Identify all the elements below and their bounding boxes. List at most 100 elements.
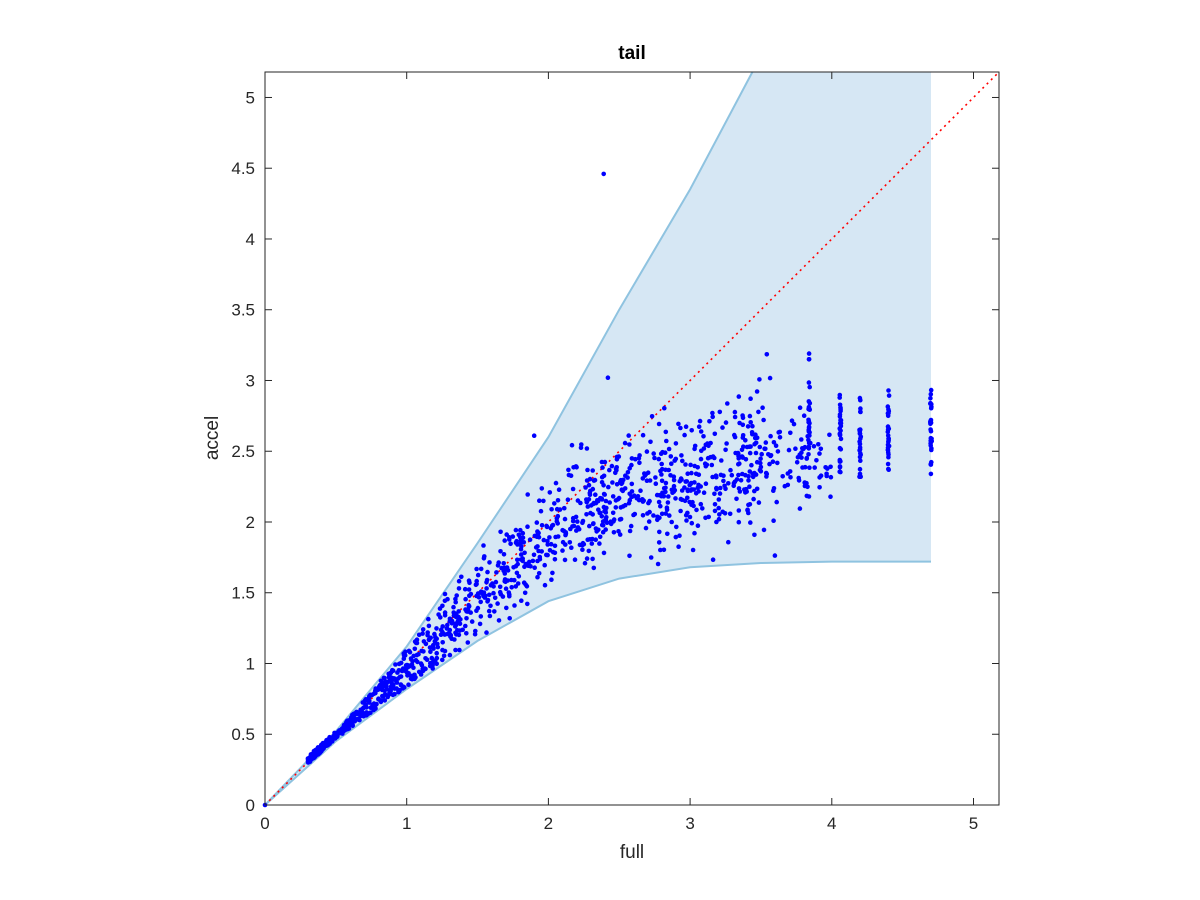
data-point bbox=[817, 451, 822, 456]
data-point bbox=[708, 454, 713, 460]
data-point bbox=[827, 432, 832, 438]
data-point bbox=[752, 488, 757, 494]
data-point bbox=[613, 505, 619, 510]
data-point bbox=[703, 463, 709, 469]
data-point bbox=[454, 632, 459, 637]
data-point bbox=[586, 497, 592, 502]
data-point bbox=[857, 431, 863, 437]
data-point bbox=[413, 658, 419, 663]
data-point bbox=[580, 547, 585, 552]
data-point bbox=[695, 485, 700, 491]
data-point bbox=[456, 586, 462, 591]
data-point bbox=[763, 440, 769, 445]
data-point bbox=[424, 657, 430, 662]
data-point bbox=[466, 587, 472, 592]
data-point bbox=[580, 542, 585, 548]
data-point bbox=[718, 472, 724, 478]
data-point bbox=[837, 414, 843, 419]
data-point bbox=[740, 471, 745, 477]
data-point bbox=[498, 549, 503, 554]
data-point bbox=[473, 628, 478, 634]
data-point bbox=[591, 521, 596, 526]
data-point bbox=[723, 420, 729, 425]
chart-title: tail bbox=[618, 43, 645, 64]
data-point bbox=[442, 613, 448, 618]
data-point bbox=[775, 460, 780, 466]
data-point bbox=[430, 666, 436, 671]
data-point bbox=[507, 616, 512, 621]
data-point bbox=[393, 662, 398, 667]
data-point bbox=[582, 560, 588, 566]
data-point bbox=[456, 609, 462, 614]
data-point bbox=[568, 526, 573, 532]
data-point bbox=[416, 632, 422, 638]
data-point bbox=[453, 596, 458, 602]
data-point bbox=[649, 414, 655, 419]
data-point bbox=[750, 474, 756, 480]
data-point bbox=[396, 668, 402, 673]
data-point bbox=[814, 458, 819, 463]
data-point bbox=[712, 491, 717, 497]
data-point bbox=[432, 631, 437, 637]
data-point bbox=[739, 447, 745, 453]
data-point bbox=[663, 485, 668, 491]
data-point bbox=[660, 449, 665, 455]
data-point bbox=[312, 752, 318, 758]
data-point bbox=[590, 468, 595, 473]
data-point bbox=[808, 440, 813, 446]
data-point bbox=[552, 501, 557, 506]
data-point bbox=[716, 497, 722, 502]
data-point bbox=[757, 444, 763, 450]
data-point bbox=[764, 352, 770, 357]
data-point bbox=[500, 594, 506, 599]
data-point bbox=[606, 484, 611, 490]
data-point bbox=[762, 446, 767, 452]
data-point bbox=[550, 570, 555, 576]
data-point bbox=[618, 505, 624, 510]
data-point bbox=[391, 682, 396, 688]
data-point bbox=[552, 543, 558, 549]
data-point bbox=[453, 622, 459, 628]
data-point bbox=[539, 486, 545, 491]
data-point bbox=[352, 711, 358, 717]
data-point bbox=[736, 508, 742, 513]
data-point bbox=[754, 389, 760, 394]
data-point bbox=[325, 742, 331, 748]
data-point bbox=[514, 538, 519, 544]
data-point bbox=[478, 599, 484, 605]
data-point bbox=[544, 524, 550, 530]
data-point bbox=[793, 446, 798, 452]
data-point bbox=[720, 425, 725, 430]
data-point bbox=[799, 437, 804, 442]
data-point bbox=[454, 593, 460, 598]
data-point bbox=[714, 486, 719, 492]
data-point bbox=[522, 590, 528, 596]
data-point bbox=[515, 581, 521, 586]
data-point bbox=[689, 520, 695, 526]
data-point bbox=[538, 508, 544, 514]
data-point bbox=[646, 500, 651, 506]
data-point bbox=[807, 400, 813, 406]
data-point bbox=[757, 377, 762, 382]
data-point bbox=[587, 476, 593, 482]
data-point bbox=[712, 508, 718, 514]
data-point bbox=[680, 458, 685, 464]
data-point bbox=[475, 572, 481, 578]
data-point bbox=[758, 456, 763, 462]
y-tick-label: 3 bbox=[246, 371, 255, 390]
data-point bbox=[375, 687, 381, 693]
data-point bbox=[414, 652, 420, 658]
data-point bbox=[545, 538, 550, 544]
data-point bbox=[497, 589, 503, 595]
data-point bbox=[663, 480, 669, 486]
data-point bbox=[388, 691, 393, 697]
data-point bbox=[732, 409, 738, 415]
data-point bbox=[886, 393, 892, 398]
data-point bbox=[342, 722, 348, 728]
data-point bbox=[648, 555, 654, 560]
x-tick-label: 5 bbox=[969, 814, 978, 833]
data-point bbox=[456, 578, 462, 584]
data-point bbox=[736, 394, 742, 399]
data-point bbox=[679, 477, 684, 482]
data-point bbox=[611, 519, 616, 524]
